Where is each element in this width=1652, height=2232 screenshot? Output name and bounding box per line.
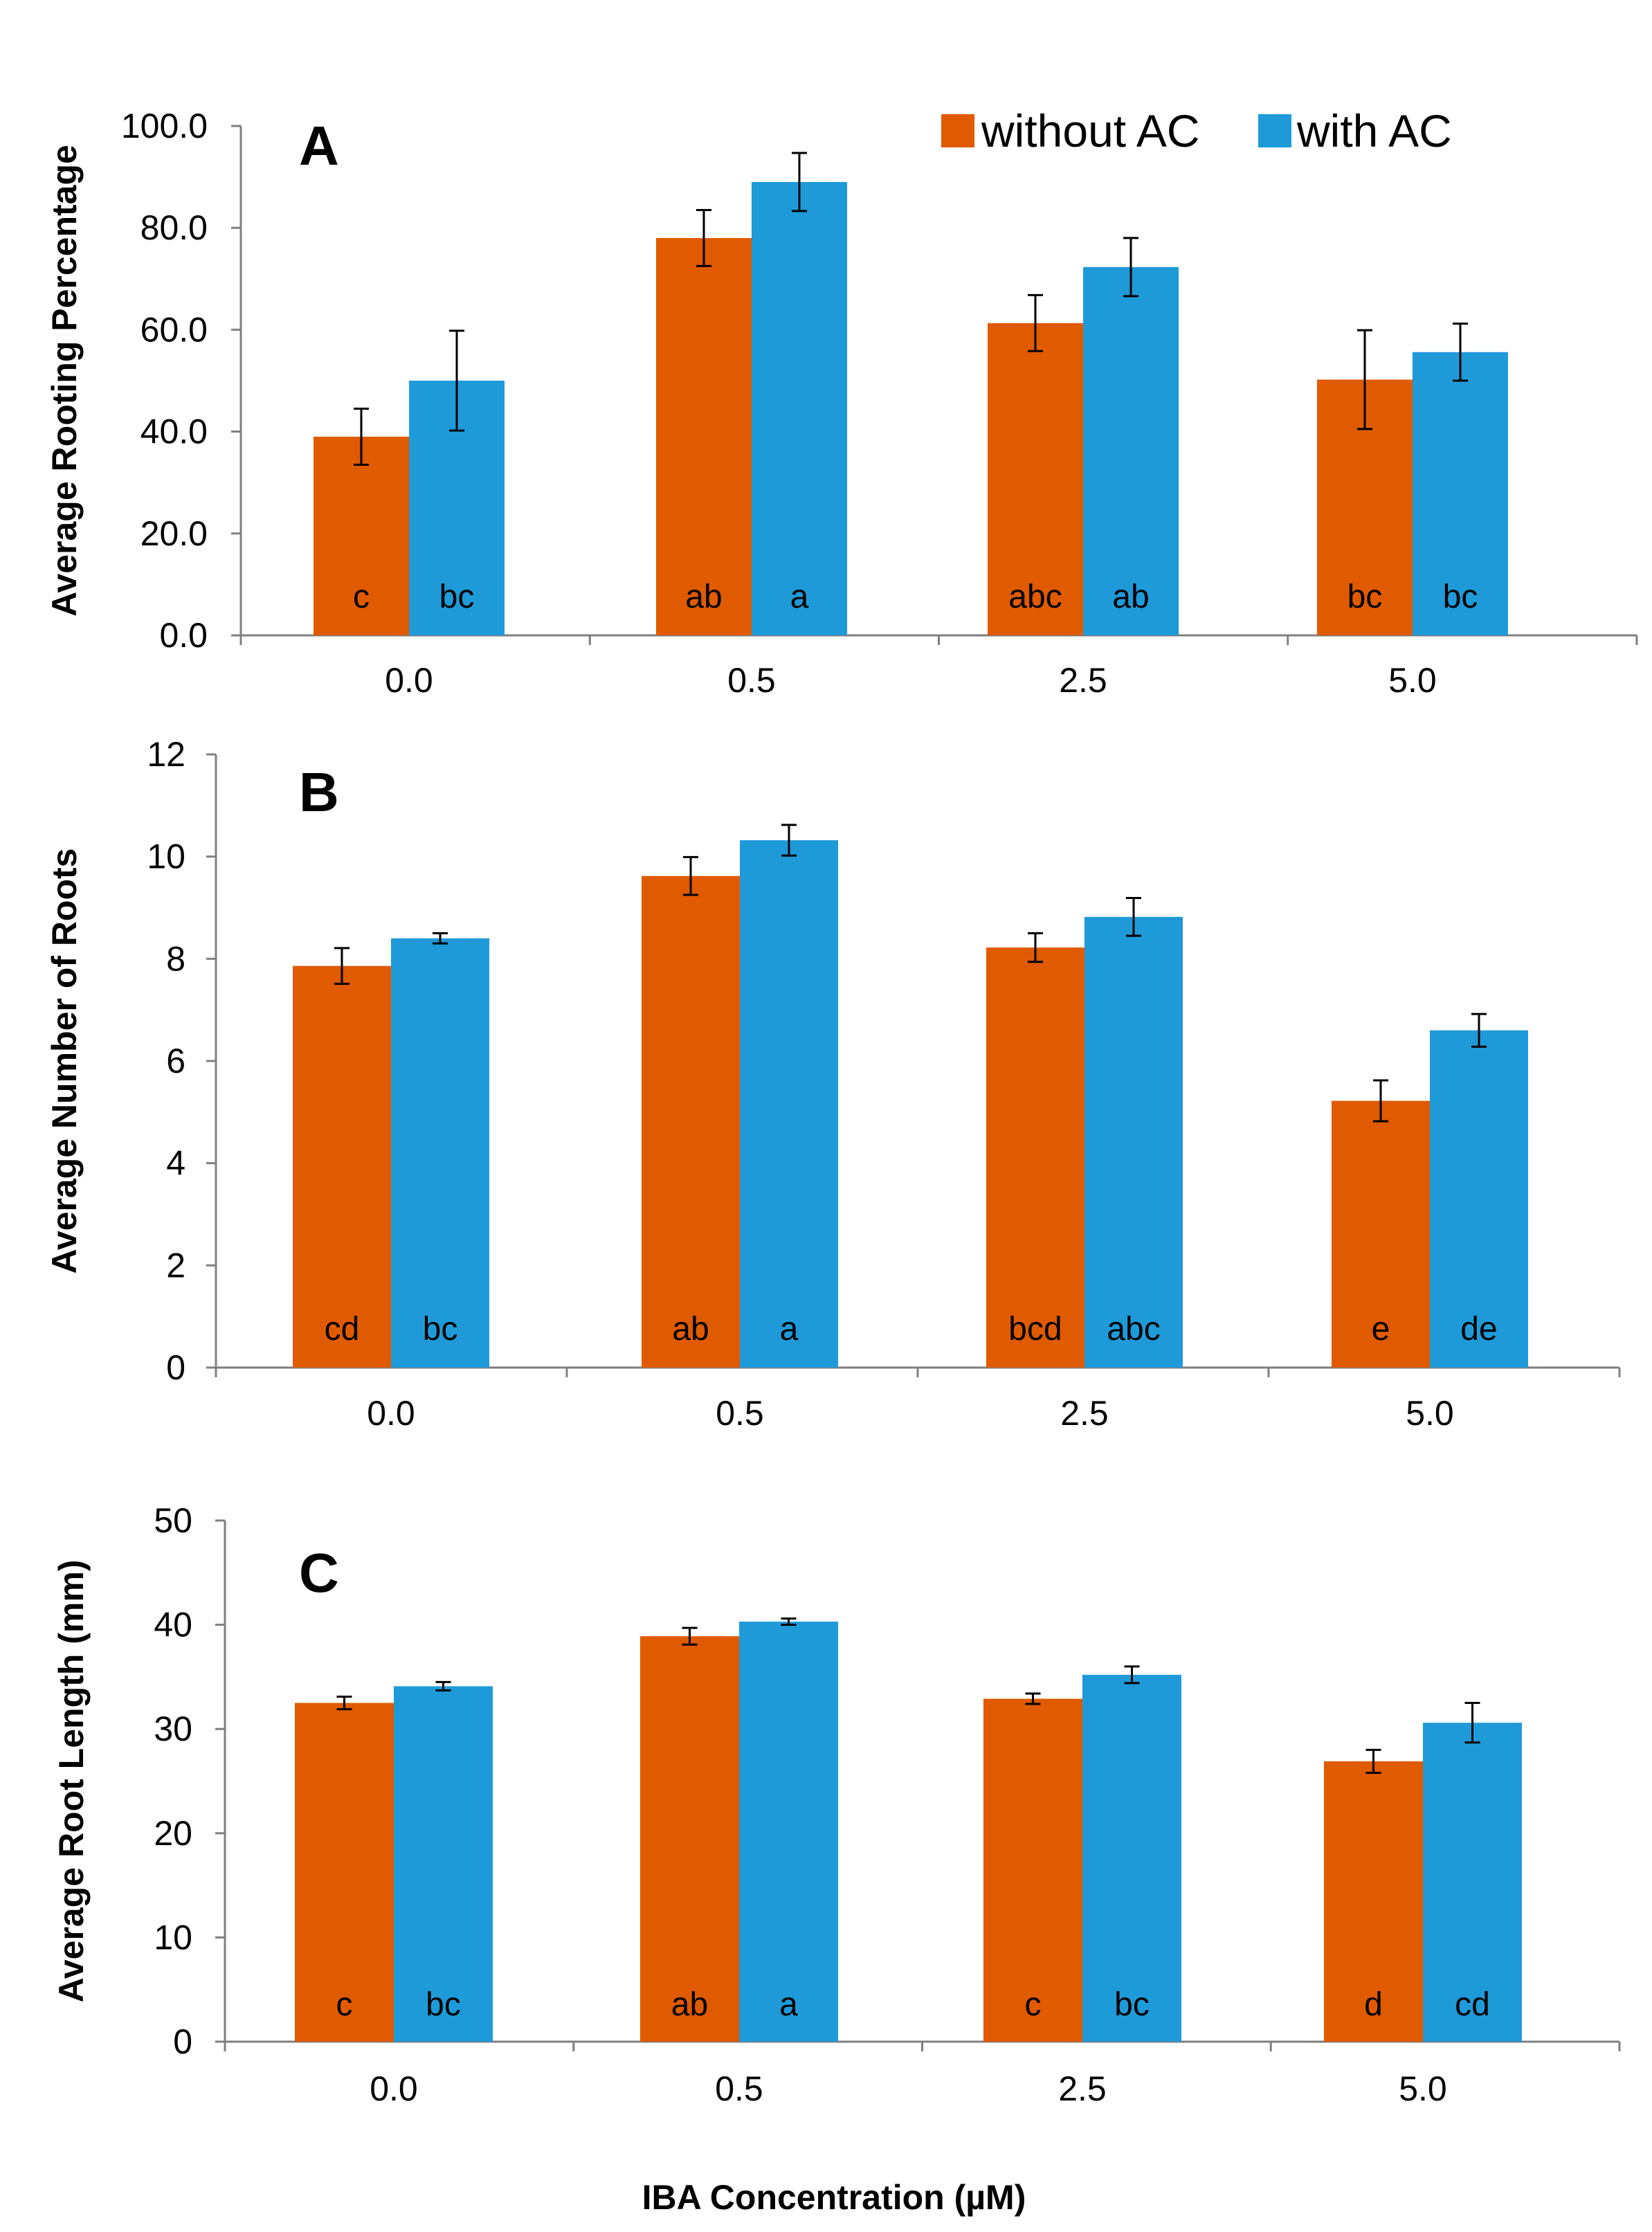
bar-with-ac [1430,1030,1528,1368]
legend-swatch-without-ac [941,114,974,147]
significance-letter: bc [439,579,475,615]
bar-without-ac [988,323,1083,635]
bar-without-ac [295,1703,394,2042]
x-category-label: 5.0 [1388,661,1437,700]
y-tick-label: 40 [154,1606,192,1644]
x-category-label: 0.5 [715,2069,763,2108]
bar-with-ac [740,840,838,1368]
bar-without-ac [640,1636,739,2042]
significance-letter: a [779,1986,798,2023]
panel-c-chart: 0 10 20 30 40 50 0.0 0.5 2.5 5.0 Average Root Leng… [52,1501,1621,2108]
legend-label-without-ac: without AC [981,105,1200,156]
y-tick-label: 8 [166,939,185,978]
bar-with-ac [739,1622,838,2042]
significance-letter: ab [671,1986,708,2023]
bar-without-ac [1332,1100,1430,1368]
significance-letter: bc [423,1311,458,1348]
x-category-label: 0.5 [716,1394,764,1433]
x-category-label: 0.0 [385,661,433,700]
significance-letter: cd [325,1311,360,1348]
significance-letter: a [790,579,809,615]
x-category-label: 5.0 [1406,1394,1454,1433]
x-axis-title: IBA Concentration (µM) [642,2178,1026,2217]
significance-letter: abc [1107,1311,1160,1348]
bar-with-ac [1423,1723,1522,2042]
x-category-label: 2.5 [1059,661,1107,700]
legend-swatch-with-ac [1258,114,1291,147]
bar-with-ac [1082,1674,1181,2042]
y-tick-label: 12 [147,735,185,774]
significance-letter: e [1372,1311,1390,1348]
significance-letter: d [1364,1986,1383,2023]
panel-letter: A [299,115,339,176]
y-tick-label: 20 [154,1814,192,1853]
x-category-label: 2.5 [1058,2069,1107,2108]
y-tick-label: 100.0 [121,107,208,145]
x-category-label: 5.0 [1399,2069,1447,2108]
y-tick-label: 0 [173,2022,192,2061]
significance-letter: bc [1347,579,1383,615]
significance-letter: de [1460,1311,1497,1348]
panel-b-chart: 0 2 4 6 8 10 12 0.0 0.5 2.5 5.0 Average Number of R… [45,735,1621,1433]
bar-without-ac [986,947,1084,1368]
y-tick-label: 80.0 [140,208,208,247]
significance-letter: a [780,1311,799,1348]
y-tick-label: 10 [147,837,185,876]
bar-without-ac [642,875,740,1368]
significance-letter: cd [1455,1986,1490,2023]
y-tick-label: 10 [154,1918,192,1957]
y-tick-label: 6 [166,1042,185,1080]
y-tick-label: 4 [166,1144,185,1183]
y-tick-label: 0.0 [159,616,208,655]
panel-letter: B [299,761,339,823]
bar-without-ac [293,965,391,1368]
y-axis-title: Average Rooting Percentage [45,145,84,617]
significance-letter: ab [1112,579,1149,615]
bar-without-ac [314,436,409,635]
significance-letter: c [353,579,370,615]
x-category-label: 2.5 [1060,1394,1109,1433]
y-tick-label: 60.0 [140,310,208,349]
y-axis-title: Average Number of Roots [45,849,84,1274]
bar-with-ac [1413,352,1508,635]
y-tick-label: 0 [166,1348,185,1387]
legend: without AC with AC [941,105,1452,156]
y-tick-label: 30 [154,1709,192,1748]
y-tick-label: 40.0 [140,412,208,451]
significance-letter: bc [1443,579,1478,615]
significance-letter: ab [672,1311,709,1348]
significance-letter: c [336,1986,353,2023]
bar-with-ac [394,1686,493,2042]
y-tick-label: 20.0 [140,514,208,553]
significance-letter: bc [426,1986,461,2023]
y-tick-label: 2 [166,1246,185,1285]
y-axis-title: Average Root Length (mm) [52,1560,91,2003]
significance-letter: c [1025,1986,1042,2023]
significance-letter: bc [1114,1986,1150,2023]
bar-without-ac [1324,1761,1423,2042]
significance-letter: abc [1008,579,1062,615]
x-category-label: 0.5 [727,661,776,700]
panel-letter: C [299,1542,339,1604]
bar-with-ac [1084,916,1183,1368]
bar-with-ac [391,938,489,1368]
panel-a-chart: 0.0 20.0 40.0 60.0 80.0 100.0 0.0 0.5 2.5 5.0 Aver… [45,107,1638,700]
x-category-label: 0.0 [367,1394,415,1433]
bar-with-ac [752,181,847,636]
bar-with-ac [1083,266,1179,635]
y-tick-label: 50 [154,1501,192,1540]
legend-label-with-ac: with AC [1296,105,1452,156]
significance-letter: ab [685,579,722,615]
bar-without-ac [983,1698,1082,2042]
x-category-label: 0.0 [370,2069,418,2108]
significance-letter: bcd [1008,1311,1062,1348]
bar-without-ac [656,237,752,635]
